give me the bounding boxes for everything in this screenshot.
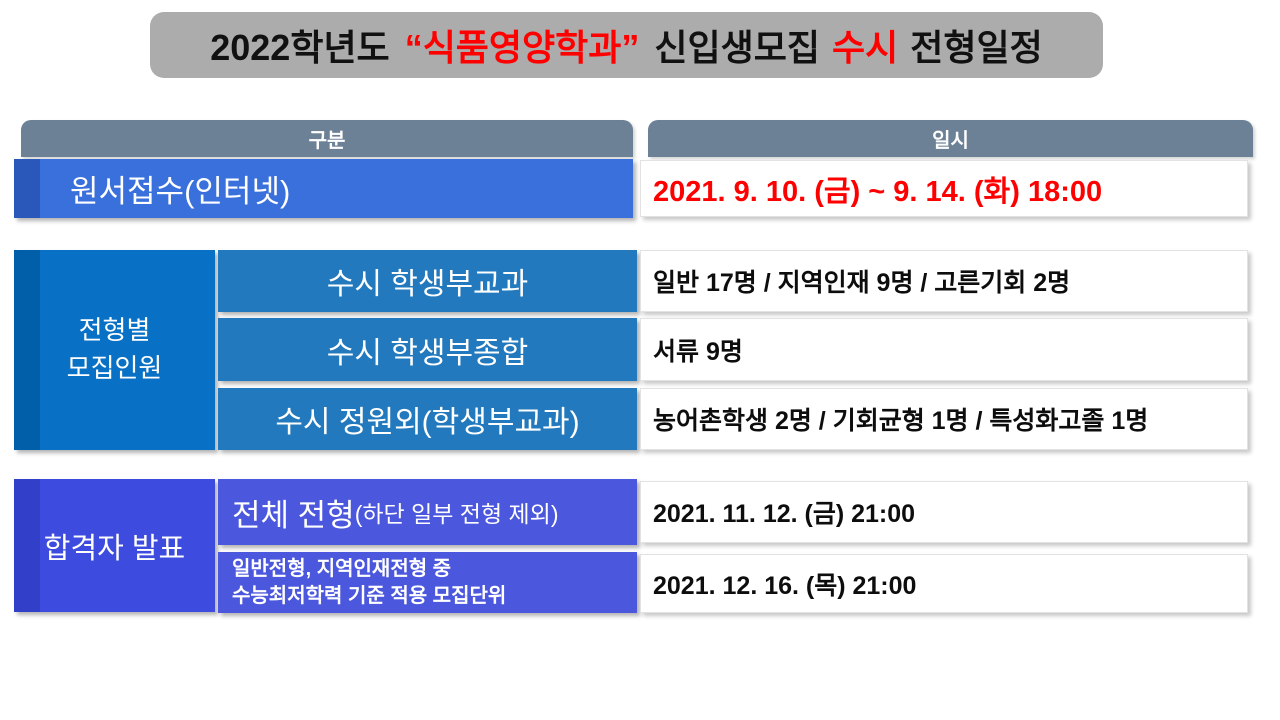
announcement-row-label-sub: (하단 일부 전형 제외) bbox=[354, 501, 559, 527]
column-header-datetime-label: 일시 bbox=[932, 130, 969, 152]
title-schedule: 전형일정 bbox=[910, 27, 1043, 68]
quota-row-label-text: 수시 정원외(학생부교과) bbox=[275, 406, 580, 439]
quota-row-label-jonghap: 수시 학생부종합 bbox=[218, 318, 637, 381]
announcement-section-accent-stripe bbox=[14, 479, 40, 612]
page-title: 2022학년도 “식품영양학과” 신입생모집 수시 전형일정 bbox=[150, 12, 1103, 78]
announcement-section-label: 합격자 발표 bbox=[43, 532, 186, 565]
application-row-label: 원서접수(인터넷) bbox=[70, 174, 291, 209]
quota-value-cell-jonghap: 서류 9명 bbox=[640, 318, 1248, 381]
announcement-row-label-minimum-grade: 일반전형, 지역인재전형 중 수능최저학력 기준 적용 모집단위 bbox=[218, 552, 637, 613]
application-date-value: 2021. 9. 10. (금) ~ 9. 14. (화) 18:00 bbox=[653, 175, 1103, 208]
announcement-date-value: 2021. 11. 12. (금) 21:00 bbox=[653, 500, 916, 528]
quota-row-label-gyogwa: 수시 학생부교과 bbox=[218, 250, 637, 312]
quota-row-label-jeongwonoe: 수시 정원외(학생부교과) bbox=[218, 388, 637, 450]
title-susi: 수시 bbox=[832, 27, 899, 68]
quota-value-cell-gyogwa: 일반 17명 / 지역인재 9명 / 고른기회 2명 bbox=[640, 250, 1248, 312]
application-row: 원서접수(인터넷) bbox=[14, 159, 633, 218]
announcement-date-cell-minimum-grade: 2021. 12. 16. (목) 21:00 bbox=[640, 554, 1248, 613]
quota-section-label: 전형별 모집인원 bbox=[67, 312, 163, 387]
quota-section-box: 전형별 모집인원 bbox=[14, 250, 215, 450]
column-header-category-label: 구분 bbox=[308, 130, 346, 152]
announcement-row-label-line2: 수능최저학력 기준 적용 모집단위 bbox=[232, 584, 507, 607]
announcement-date-cell-all: 2021. 11. 12. (금) 21:00 bbox=[640, 481, 1248, 543]
announcement-row-label-all: 전체 전형 (하단 일부 전형 제외) bbox=[218, 479, 637, 545]
announcement-section-box: 합격자 발표 bbox=[14, 479, 215, 612]
column-header-datetime: 일시 bbox=[648, 120, 1253, 157]
quota-value-text: 일반 17명 / 지역인재 9명 / 고른기회 2명 bbox=[653, 269, 1071, 297]
application-date-cell: 2021. 9. 10. (금) ~ 9. 14. (화) 18:00 bbox=[640, 160, 1248, 217]
quota-value-cell-jeongwonoe: 농어촌학생 2명 / 기회균형 1명 / 특성화고졸 1명 bbox=[640, 388, 1248, 450]
quota-section-label-line2: 모집인원 bbox=[66, 353, 163, 383]
quota-section-label-line1: 전형별 bbox=[78, 315, 151, 346]
quota-row-label-text: 수시 학생부교과 bbox=[326, 268, 529, 301]
announcement-date-value: 2021. 12. 16. (목) 21:00 bbox=[653, 571, 917, 600]
announcement-row-label-main: 전체 전형 bbox=[232, 497, 355, 533]
title-department: “식품영양학과” bbox=[404, 27, 640, 68]
announcement-row-label-line1: 일반전형, 지역인재전형 중 bbox=[232, 557, 452, 580]
quota-row-label-text: 수시 학생부종합 bbox=[326, 336, 529, 370]
title-year: 2022학년도 bbox=[210, 27, 390, 68]
quota-value-text: 서류 9명 bbox=[653, 337, 743, 366]
title-recruitment: 신입생모집 bbox=[654, 27, 821, 68]
quota-section-accent-stripe bbox=[14, 250, 40, 450]
application-row-accent-stripe bbox=[14, 159, 40, 218]
column-header-category: 구분 bbox=[21, 120, 633, 157]
quota-value-text: 농어촌학생 2명 / 기회균형 1명 / 특성화고졸 1명 bbox=[653, 407, 1149, 435]
